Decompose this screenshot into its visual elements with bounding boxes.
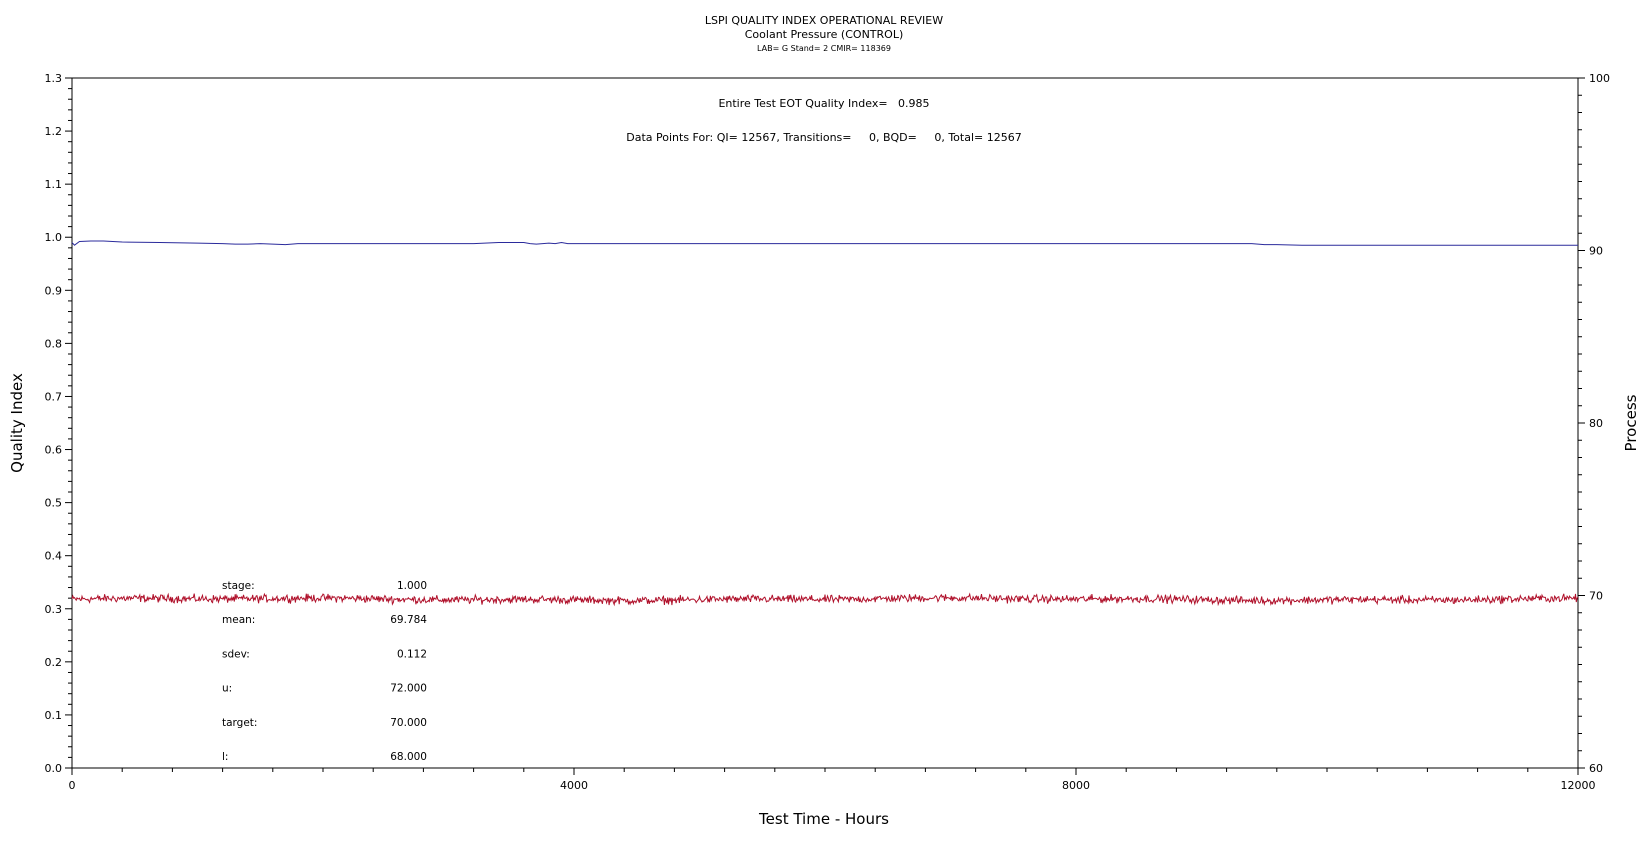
y2-tick-label: 100 — [1589, 72, 1610, 85]
y-axis-label: Quality Index — [8, 373, 26, 473]
annotation-data-points: Data Points For: QI= 12567, Transitions=… — [626, 131, 1021, 144]
stat-label: mean: — [222, 614, 255, 626]
y2-axis-ticks: 60 70 80 90 100 — [1578, 72, 1610, 775]
y2-tick-label: 90 — [1589, 245, 1603, 258]
y-tick-label: 0.8 — [45, 337, 63, 350]
y-tick-label: 1.3 — [45, 72, 63, 85]
stats-table: stage: 1.000 mean: 69.784 sdev: 0.112 u: 72.000… — [222, 580, 427, 763]
chart-subtitle-lab: LAB= G Stand= 2 CMIR= 118369 — [757, 44, 891, 53]
y-tick-label: 0.7 — [45, 390, 63, 403]
y-tick-label: 1.1 — [45, 178, 63, 191]
stat-value: 0.112 — [397, 648, 427, 660]
y-tick-label: 1.2 — [45, 125, 63, 138]
series-quality-index-line — [71, 240, 1578, 246]
stat-label: sdev: — [222, 648, 250, 660]
x-axis-label: Test Time - Hours — [758, 810, 889, 828]
y-tick-label: 0.0 — [45, 762, 63, 775]
chart-subtitle: Coolant Pressure (CONTROL) — [745, 28, 904, 41]
y-tick-label: 0.3 — [45, 603, 63, 616]
stat-label: stage: — [222, 580, 255, 592]
stat-value: 68.000 — [390, 751, 427, 763]
annotation-eot-quality-index: Entire Test EOT Quality Index= 0.985 — [718, 97, 929, 110]
y-tick-label: 0.1 — [45, 709, 63, 722]
stat-value: 1.000 — [397, 580, 427, 592]
stat-label: u: — [222, 683, 232, 695]
x-axis-ticks: 0 4000 8000 12000 — [69, 768, 1596, 792]
x-tick-label: 12000 — [1561, 779, 1596, 792]
x-tick-label: 4000 — [560, 779, 588, 792]
y2-tick-label: 60 — [1589, 762, 1603, 775]
stat-label: target: — [222, 717, 257, 729]
x-tick-label: 0 — [69, 779, 76, 792]
plot-frame — [71, 77, 1579, 769]
stat-value: 70.000 — [390, 717, 427, 729]
y2-axis-label: Process — [1622, 394, 1640, 451]
stat-value: 72.000 — [390, 683, 427, 695]
x-tick-label: 8000 — [1062, 779, 1090, 792]
stat-label: l: — [222, 751, 228, 763]
y2-tick-label: 70 — [1589, 590, 1603, 603]
chart-title: LSPI QUALITY INDEX OPERATIONAL REVIEW — [705, 14, 943, 27]
y-tick-label: 0.4 — [45, 550, 63, 563]
y-tick-label: 0.9 — [45, 284, 63, 297]
series-layer — [71, 240, 1579, 607]
series-process-line — [71, 592, 1579, 607]
y-axis-ticks: 0.0 0.1 0.2 0.3 0.4 0.5 0.6 0.7 0.8 0.9 1.0 1.1 1.2 1… — [45, 72, 72, 775]
y-tick-label: 0.2 — [45, 656, 63, 669]
y-tick-label: 1.0 — [45, 231, 63, 244]
y-tick-label: 0.6 — [45, 444, 63, 457]
stat-value: 69.784 — [390, 614, 427, 626]
y-tick-label: 0.5 — [45, 497, 63, 510]
y2-tick-label: 80 — [1589, 417, 1603, 430]
